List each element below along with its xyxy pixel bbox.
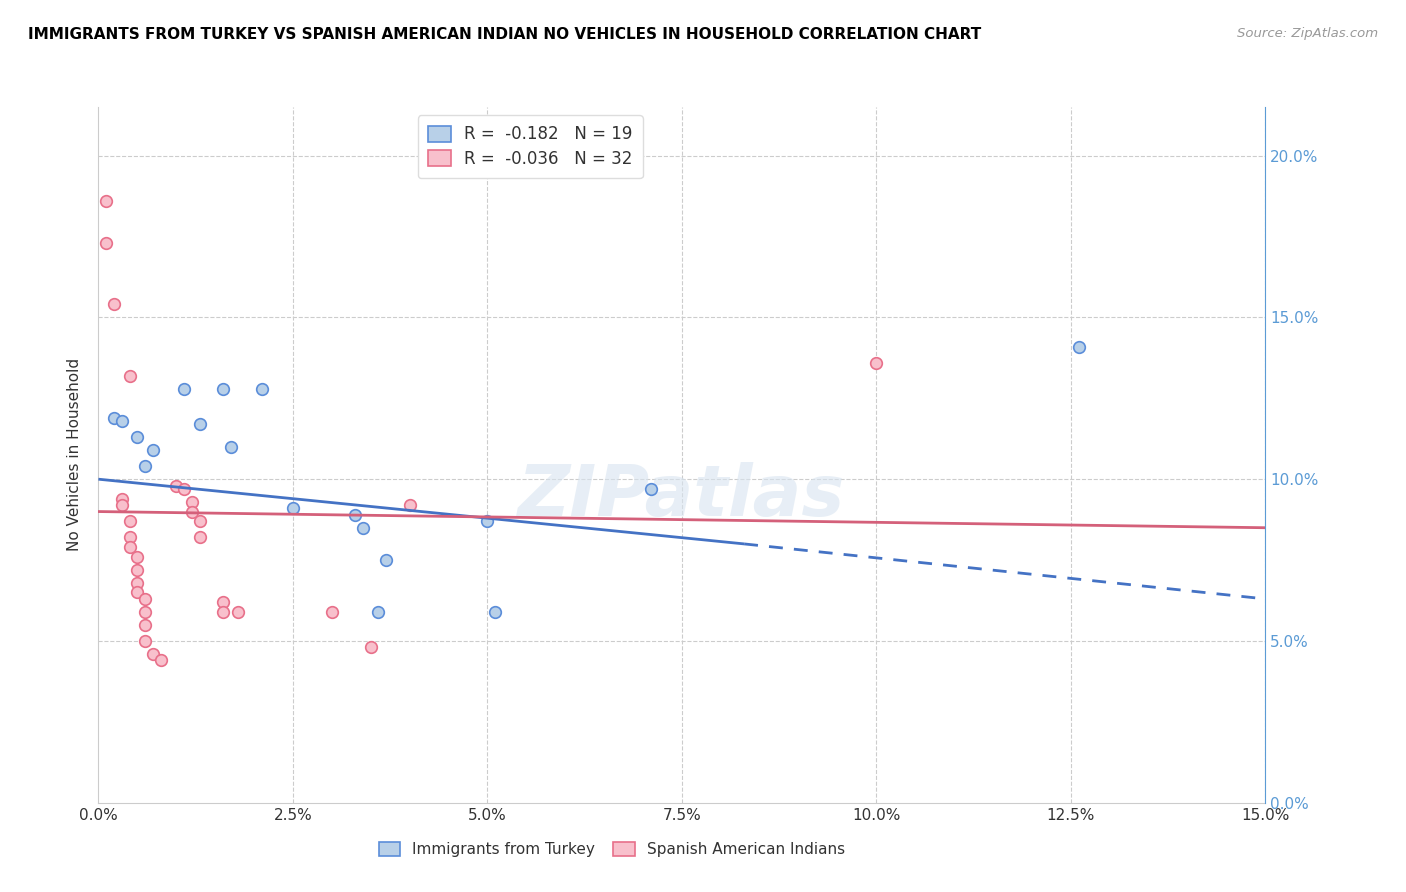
Point	[134, 605, 156, 619]
Point	[1067, 339, 1090, 353]
Point	[127, 549, 149, 564]
Point	[111, 414, 134, 428]
Point	[127, 585, 149, 599]
Point	[142, 647, 165, 661]
Point	[360, 640, 382, 655]
Point	[103, 410, 125, 425]
Point	[134, 634, 156, 648]
Point	[173, 382, 195, 396]
Point	[865, 356, 887, 370]
Point	[111, 498, 134, 512]
Point	[173, 482, 195, 496]
Point	[344, 508, 367, 522]
Point	[165, 478, 187, 492]
Point	[96, 194, 118, 208]
Point	[118, 368, 141, 383]
Text: ZIPatlas: ZIPatlas	[519, 462, 845, 531]
Point	[134, 459, 156, 474]
Point	[180, 495, 202, 509]
Point	[134, 591, 156, 606]
Point	[640, 482, 662, 496]
Point	[118, 540, 141, 554]
Point	[367, 605, 389, 619]
Point	[96, 235, 118, 250]
Y-axis label: No Vehicles in Household: No Vehicles in Household	[67, 359, 83, 551]
Point	[188, 514, 211, 528]
Point	[477, 514, 499, 528]
Text: Source: ZipAtlas.com: Source: ZipAtlas.com	[1237, 27, 1378, 40]
Point	[375, 553, 398, 567]
Point	[484, 605, 506, 619]
Point	[127, 430, 149, 444]
Point	[281, 501, 304, 516]
Point	[127, 563, 149, 577]
Point	[188, 417, 211, 432]
Point	[188, 531, 211, 545]
Point	[118, 531, 141, 545]
Text: IMMIGRANTS FROM TURKEY VS SPANISH AMERICAN INDIAN NO VEHICLES IN HOUSEHOLD CORRE: IMMIGRANTS FROM TURKEY VS SPANISH AMERIC…	[28, 27, 981, 42]
Point	[142, 443, 165, 458]
Point	[118, 514, 141, 528]
Legend: Immigrants from Turkey, Spanish American Indians: Immigrants from Turkey, Spanish American…	[371, 834, 853, 864]
Point	[103, 297, 125, 311]
Point	[250, 382, 273, 396]
Point	[398, 498, 420, 512]
Point	[127, 575, 149, 590]
Point	[212, 382, 235, 396]
Point	[228, 605, 250, 619]
Point	[180, 504, 202, 518]
Point	[149, 653, 172, 667]
Point	[321, 605, 343, 619]
Point	[219, 440, 242, 454]
Point	[134, 617, 156, 632]
Point	[352, 521, 374, 535]
Point	[111, 491, 134, 506]
Point	[212, 595, 235, 609]
Point	[212, 605, 235, 619]
